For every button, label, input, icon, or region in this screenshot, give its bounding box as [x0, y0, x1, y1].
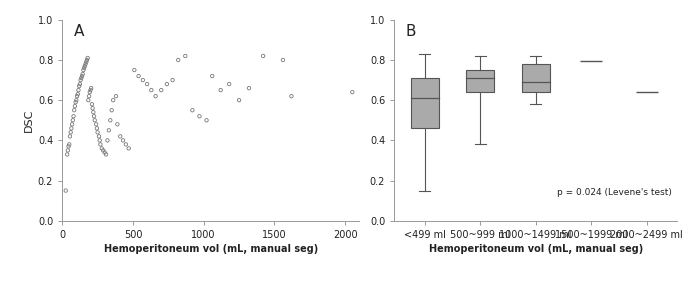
Point	[102, 138, 113, 143]
Point	[84, 90, 95, 95]
Point	[167, 78, 178, 82]
Point	[74, 84, 85, 88]
Point	[72, 94, 83, 98]
Point	[162, 82, 173, 86]
Bar	[466, 70, 494, 92]
Point	[73, 88, 84, 92]
Point	[75, 82, 86, 86]
Bar	[522, 64, 549, 92]
Point	[123, 146, 134, 151]
Point	[286, 94, 297, 98]
Bar	[411, 78, 439, 128]
Point	[115, 134, 126, 139]
Point	[88, 110, 99, 115]
Point	[70, 100, 81, 104]
Point	[73, 92, 84, 97]
Point	[99, 150, 110, 155]
Point	[61, 152, 73, 157]
Point	[66, 122, 77, 127]
Point	[64, 142, 75, 147]
Y-axis label: DSC: DSC	[23, 109, 34, 132]
Point	[68, 108, 79, 112]
Point	[207, 74, 218, 78]
Point	[180, 54, 191, 58]
X-axis label: Hemoperitoneum vol (mL, manual seg): Hemoperitoneum vol (mL, manual seg)	[428, 244, 643, 254]
Point	[67, 118, 78, 123]
Point	[258, 54, 269, 58]
Point	[120, 142, 131, 147]
Point	[108, 98, 119, 102]
Text: B: B	[406, 24, 416, 39]
Text: A: A	[74, 24, 84, 39]
Point	[96, 146, 107, 151]
Point	[81, 60, 92, 64]
Point	[60, 188, 71, 193]
Point	[66, 126, 77, 130]
Point	[97, 148, 108, 153]
Point	[94, 138, 105, 143]
Point	[100, 152, 111, 157]
Point	[63, 144, 74, 149]
Point	[68, 114, 79, 119]
Point	[75, 78, 86, 82]
Point	[173, 58, 184, 62]
Point	[87, 106, 98, 110]
Point	[138, 78, 149, 82]
Point	[69, 104, 80, 108]
Point	[95, 142, 106, 147]
X-axis label: Hemoperitoneum vol (mL, manual seg): Hemoperitoneum vol (mL, manual seg)	[104, 244, 318, 254]
Point	[89, 118, 100, 123]
Point	[78, 68, 89, 72]
Point	[76, 76, 87, 80]
Point	[243, 86, 254, 90]
Point	[129, 68, 140, 72]
Point	[64, 134, 75, 139]
Point	[105, 118, 116, 123]
Point	[65, 130, 76, 135]
Point	[79, 66, 90, 70]
Point	[70, 98, 82, 102]
Point	[80, 62, 91, 66]
Point	[111, 94, 122, 98]
Point	[62, 148, 73, 153]
Point	[234, 98, 245, 102]
Point	[201, 118, 212, 123]
Text: p = 0.024 (Levene's test): p = 0.024 (Levene's test)	[557, 188, 672, 197]
Point	[155, 88, 167, 92]
Point	[79, 64, 91, 68]
Point	[91, 122, 102, 127]
Point	[194, 114, 205, 119]
Point	[82, 56, 93, 60]
Point	[83, 98, 94, 102]
Point	[93, 134, 104, 139]
Point	[77, 74, 88, 78]
Point	[77, 72, 88, 76]
Point	[82, 58, 93, 62]
Point	[117, 138, 129, 143]
Point	[224, 82, 235, 86]
Point	[88, 114, 100, 119]
Point	[92, 130, 103, 135]
Point	[86, 102, 97, 106]
Point	[133, 74, 144, 78]
Point	[85, 88, 96, 92]
Point	[84, 94, 95, 98]
Point	[187, 108, 198, 112]
Point	[106, 108, 117, 112]
Point	[215, 88, 226, 92]
Point	[277, 58, 288, 62]
Point	[104, 128, 115, 132]
Point	[112, 122, 123, 127]
Point	[142, 82, 153, 86]
Point	[150, 94, 161, 98]
Point	[86, 86, 97, 90]
Point	[91, 126, 102, 130]
Point	[347, 90, 358, 95]
Point	[146, 88, 157, 92]
